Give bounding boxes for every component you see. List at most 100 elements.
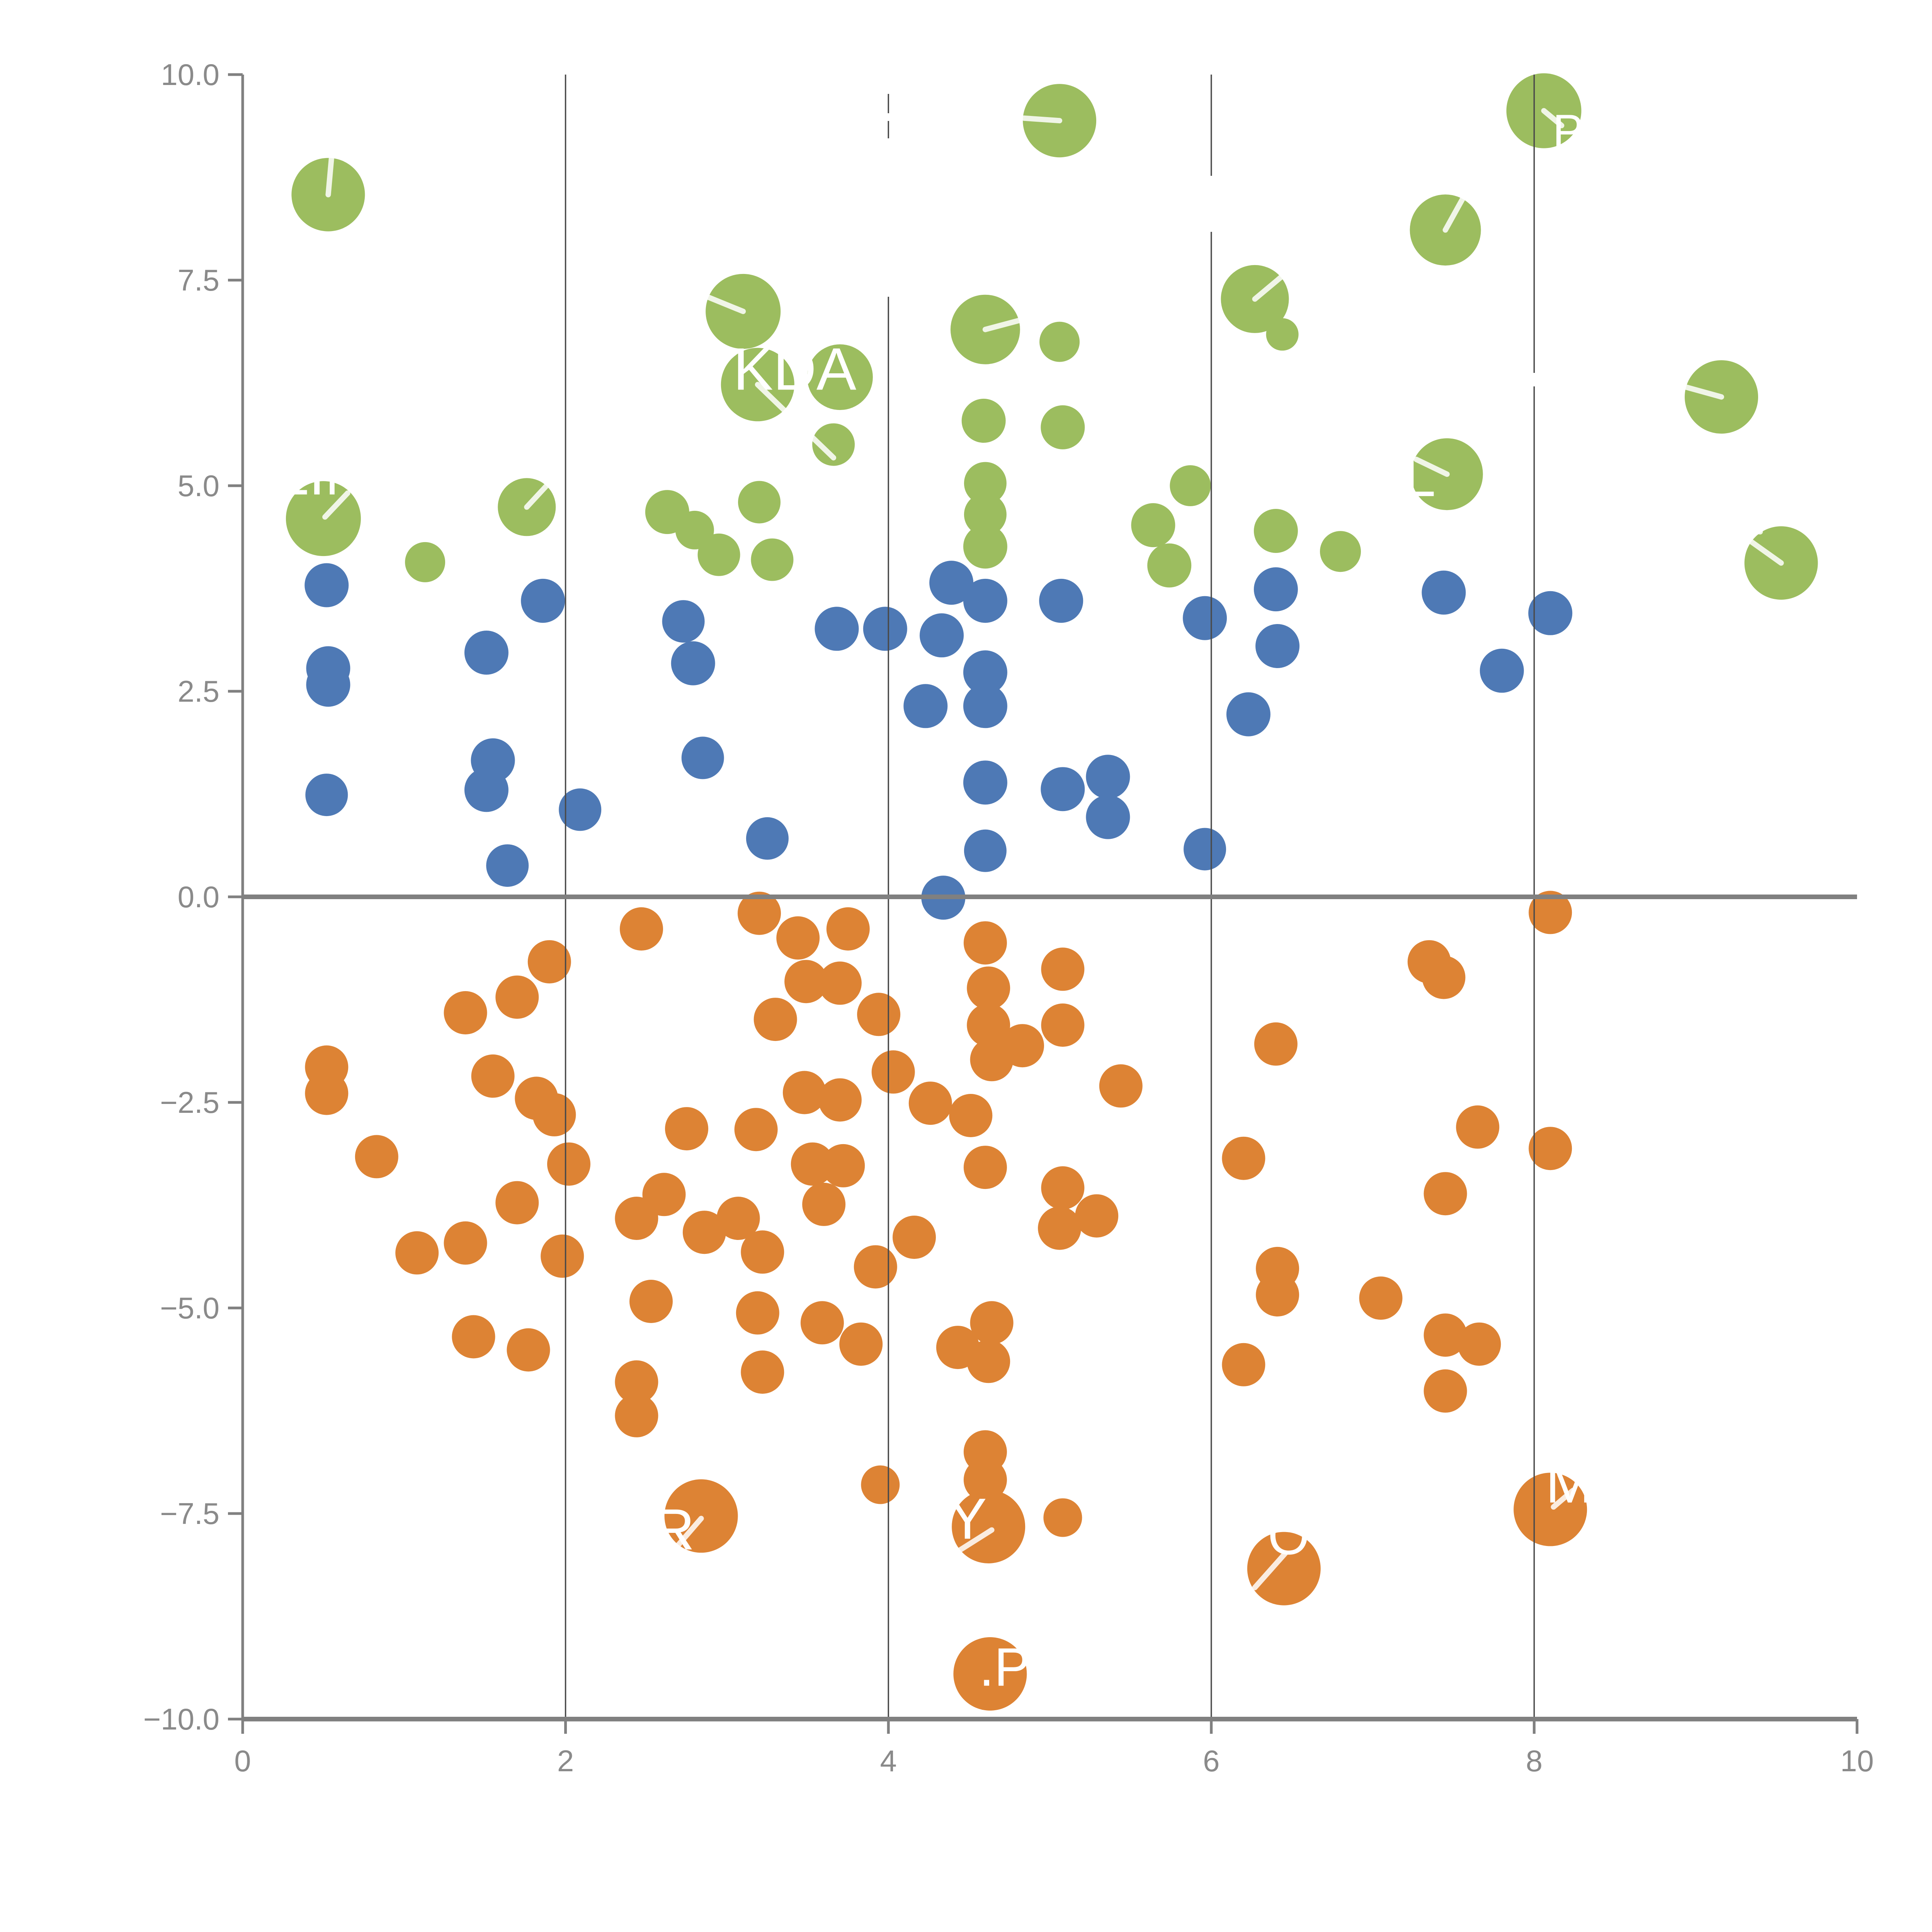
data-point-orange-group <box>963 1458 1007 1502</box>
x-tick-label: 0 <box>234 1744 251 1778</box>
bubble-leader-line <box>322 490 350 520</box>
data-point-orange-group <box>967 1003 1010 1047</box>
bubble-label: .P <box>979 1637 1030 1697</box>
data-point-orange-group <box>682 1211 726 1254</box>
data-point-orange-group <box>541 1234 584 1278</box>
data-point-orange-group <box>1038 1206 1082 1250</box>
data-point-blue-group <box>486 844 529 887</box>
data-point-green-group <box>961 398 1006 443</box>
data-point-orange-group <box>507 1328 550 1372</box>
data-point-orange-group <box>615 1360 658 1404</box>
leader-lines <box>322 108 1784 1590</box>
y-tick-label: 0.0 <box>178 880 219 914</box>
data-point-orange-group <box>1422 956 1466 999</box>
data-point-orange-group <box>800 1301 844 1345</box>
data-point-blue-group <box>1255 624 1300 668</box>
bubble-label: L <box>1403 444 1435 509</box>
data-point-orange-group <box>665 1107 708 1151</box>
data-point-orange-group <box>305 1071 349 1115</box>
data-point-orange-group <box>532 1093 576 1136</box>
data-point-orange-group <box>495 975 539 1019</box>
bubble-leader-line <box>524 476 556 510</box>
data-point-orange-group <box>1529 891 1572 934</box>
data-point-blue-group <box>963 684 1007 728</box>
data-point-blue-group <box>306 663 350 707</box>
data-point-orange-group <box>734 1108 778 1151</box>
x-tick-label: 4 <box>880 1744 897 1778</box>
data-point-blue-group <box>1253 567 1298 612</box>
data-point-orange-group <box>818 1078 862 1122</box>
y-tick-label: 5.0 <box>178 469 219 503</box>
data-point-orange-group <box>615 1197 658 1240</box>
y-tick-label: 2.5 <box>178 674 219 708</box>
bubble-leader-line <box>1413 456 1450 477</box>
data-point-green-group <box>964 462 1007 505</box>
y-tick-label: −10.0 <box>143 1702 219 1736</box>
bubble-leader-line <box>1551 1488 1576 1510</box>
data-point-orange-group <box>908 1082 952 1125</box>
data-point-blue-group <box>464 631 509 675</box>
data-point-blue-group <box>1226 692 1270 736</box>
data-point-orange-group <box>527 940 571 984</box>
data-point-blue-group <box>963 760 1007 805</box>
data-point-orange-group <box>738 891 781 935</box>
data-point-orange-group <box>444 991 487 1034</box>
data-point-orange-group <box>444 1221 487 1265</box>
data-point-orange-group <box>736 1291 779 1335</box>
data-point-orange-group <box>1222 1343 1265 1386</box>
data-point-orange-group <box>861 1465 900 1504</box>
data-point-orange-group <box>620 907 663 951</box>
bubble-leader-line <box>1730 526 1763 535</box>
data-point-orange-group <box>1001 1024 1044 1068</box>
data-point-blue-group <box>1041 767 1085 811</box>
bubble-label: P <box>1553 105 1583 157</box>
x-tick-label: 6 <box>1203 1744 1219 1778</box>
data-point-orange-group <box>1043 1498 1082 1537</box>
data-point-orange-group <box>970 1301 1014 1345</box>
data-point-blue-group <box>1183 596 1227 640</box>
data-point-orange-group <box>893 1216 936 1259</box>
data-point-blue-group <box>464 768 509 812</box>
data-point-blue-group <box>521 578 565 623</box>
data-point-green-group <box>1041 405 1085 449</box>
data-point-orange-group <box>716 1197 760 1240</box>
y-tick-label: −7.5 <box>160 1497 219 1531</box>
data-point-green-group <box>1320 531 1361 572</box>
data-point-orange-group <box>1423 1313 1467 1357</box>
bubble-leader-line <box>982 318 1022 332</box>
data-point-green-group <box>405 542 446 582</box>
data-point-blue-group <box>1086 755 1130 799</box>
bubble-leader-line <box>700 292 746 314</box>
y-tick-label: −5.0 <box>160 1291 219 1325</box>
data-point-green-group <box>964 493 1007 536</box>
data-point-orange-group <box>452 1315 495 1359</box>
data-point-blue-group <box>1086 795 1130 839</box>
data-point-orange-group <box>949 1094 993 1137</box>
data-point-orange-group <box>871 1050 915 1094</box>
bubble-leader-line <box>955 1527 995 1554</box>
bubble-leader-line <box>755 382 837 461</box>
bubble-leader-line <box>663 1515 704 1563</box>
data-point-green-group <box>1147 543 1192 588</box>
bubble-label: LIN <box>277 442 367 507</box>
data-point-orange-group <box>963 921 1007 965</box>
data-point-orange-group <box>791 1142 834 1186</box>
bubble-leader-line <box>1738 531 1784 566</box>
data-point-blue-group <box>746 817 789 860</box>
data-point-green-group <box>1266 318 1299 351</box>
data-point-orange-group <box>1458 1322 1501 1366</box>
bubble-labels: LIN KDA P L R Y .P O M <box>277 105 1594 1697</box>
data-point-orange-group <box>629 1280 673 1323</box>
gridline-gap <box>1209 176 1213 232</box>
x-tick-label: 10 <box>1840 1744 1874 1778</box>
data-point-orange-group <box>776 916 820 960</box>
data-point-orange-group <box>741 1350 784 1394</box>
data-point-blue-group <box>1184 828 1226 871</box>
data-point-blue-group <box>964 829 1007 872</box>
bubble-label: KDA <box>733 336 857 403</box>
data-point-orange-group <box>1529 1127 1572 1170</box>
data-point-orange-group <box>802 1182 846 1226</box>
data-point-orange-group <box>826 907 870 951</box>
